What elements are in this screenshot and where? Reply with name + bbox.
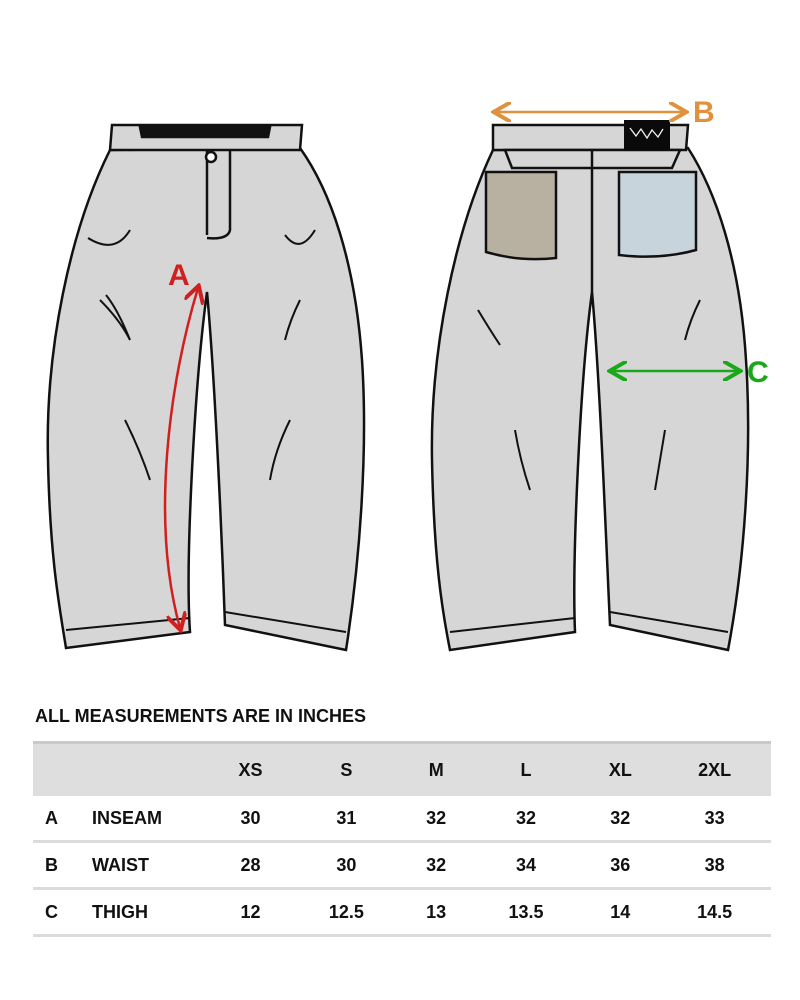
- label-b: B: [693, 96, 715, 129]
- cell-value: 32: [582, 796, 659, 843]
- table-header-row: XS S M L XL 2XL: [33, 741, 771, 796]
- cell-value: 14.5: [658, 888, 771, 937]
- front-view-pants: [46, 123, 366, 652]
- cell-value: 12: [211, 888, 291, 937]
- cell-value: 14: [582, 888, 659, 937]
- pants-diagram: A B C: [46, 96, 769, 652]
- cell-value: 32: [402, 841, 470, 890]
- label-c: C: [747, 356, 769, 389]
- cell-value: 28: [211, 841, 291, 890]
- row-code: C: [33, 888, 91, 937]
- cell-value: 13.5: [469, 888, 583, 937]
- header-size: L: [469, 741, 583, 796]
- cell-value: 30: [211, 796, 291, 843]
- row-code: A: [33, 796, 91, 843]
- cell-value: 33: [658, 796, 771, 843]
- table-row: A INSEAM 30 31 32 32 32 33: [33, 796, 771, 843]
- cell-value: 30: [290, 841, 403, 890]
- header-empty: [91, 741, 211, 796]
- label-a: A: [168, 259, 190, 292]
- row-name: INSEAM: [91, 796, 211, 843]
- header-size: S: [290, 741, 403, 796]
- cell-value: 32: [469, 796, 583, 843]
- cell-value: 38: [658, 841, 771, 890]
- header-size: 2XL: [658, 741, 771, 796]
- table-row: C THIGH 12 12.5 13 13.5 14 14.5: [33, 888, 771, 937]
- header-size: XS: [211, 741, 291, 796]
- cell-value: 34: [469, 841, 583, 890]
- measurement-unit-caption: ALL MEASUREMENTS ARE IN INCHES: [35, 706, 367, 726]
- row-code: B: [33, 841, 91, 890]
- size-chart-table: XS S M L XL 2XL A INSEAM 30 31 32 32 32 …: [33, 741, 771, 937]
- cell-value: 13: [402, 888, 470, 937]
- cell-value: 32: [402, 796, 470, 843]
- table-row: B WAIST 28 30 32 34 36 38: [33, 841, 771, 890]
- cell-value: 12.5: [290, 888, 403, 937]
- back-view-pants: [430, 123, 750, 652]
- brand-logo-patch: [624, 120, 670, 150]
- header-size: M: [402, 741, 470, 796]
- header-size: XL: [582, 741, 659, 796]
- header-empty: [33, 741, 91, 796]
- row-name: THIGH: [91, 888, 211, 937]
- cell-value: 36: [582, 841, 659, 890]
- row-name: WAIST: [91, 841, 211, 890]
- inseam-arrow: [163, 288, 198, 628]
- cell-value: 31: [290, 796, 403, 843]
